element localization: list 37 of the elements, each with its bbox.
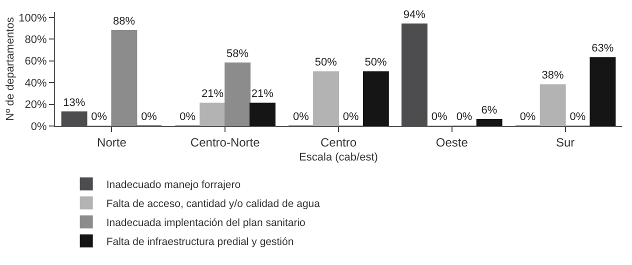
data-label: 0% [431,111,448,123]
data-label: 0% [91,111,108,123]
data-label: 0% [141,111,158,123]
data-label: 0% [293,111,310,123]
legend-label: Falta de acceso, cantidad y/o calidad de agua [106,198,320,210]
data-label: 58% [226,48,249,60]
data-label: 50% [314,56,338,69]
y-tick-label: 80% [24,34,48,46]
data-label: 0% [456,111,472,123]
data-label: 0% [570,111,586,123]
x-tick-label: Oeste [436,135,468,150]
y-tick-label: 40% [24,77,48,90]
data-label: 50% [364,56,388,69]
legend-label: Inadecuada implentación del plan sanitario [106,216,306,229]
y-tick-label: 60% [24,56,48,68]
data-label: 63% [592,42,614,55]
data-label: 0% [342,111,360,123]
y-tick-label: 100% [18,12,48,24]
data-label: 94% [403,8,426,21]
data-label: 21% [202,88,224,100]
x-axis-title: Escala (cab/est) [299,152,378,164]
data-label: 88% [113,15,136,28]
y-axis-title: Nº de departamentos [4,16,17,121]
legend-label: Falta de infraestructura predial y gestión [106,236,294,248]
y-tick-label: 20% [24,99,48,112]
x-tick-label: Norte [97,135,127,150]
data-label: 21% [251,88,274,100]
x-tick-label: Sur [556,135,575,150]
x-tick-label: Centro [320,135,357,150]
data-label: 38% [542,70,564,82]
legend-label: Inadecuado manejo forrajero [106,178,241,191]
data-label: 0% [180,111,196,123]
y-tick-label: 0% [30,120,48,133]
data-label: 13% [63,96,86,109]
data-label: 0% [520,111,536,123]
x-tick-label: Centro-Norte [190,135,260,150]
data-label: 6% [481,104,498,116]
